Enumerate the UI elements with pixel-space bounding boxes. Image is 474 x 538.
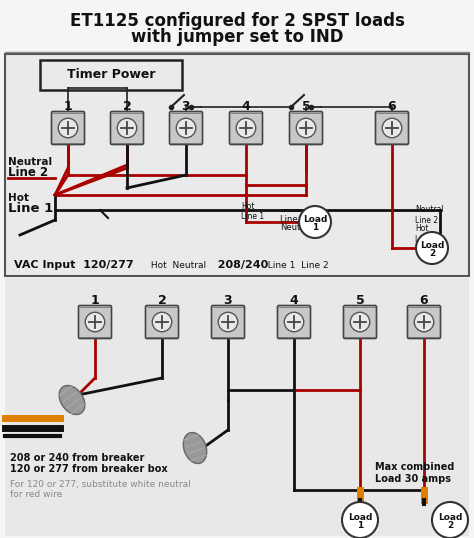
Text: Hot  Neutral: Hot Neutral (148, 260, 206, 270)
Circle shape (342, 502, 378, 538)
Text: 5: 5 (301, 100, 310, 112)
Circle shape (176, 118, 196, 138)
Text: Hot
Line 1: Hot Line 1 (415, 224, 438, 244)
Circle shape (416, 232, 448, 264)
FancyBboxPatch shape (146, 306, 179, 338)
Text: Line 2: Line 2 (8, 166, 48, 179)
FancyBboxPatch shape (229, 111, 263, 145)
Text: 5: 5 (356, 294, 365, 307)
Circle shape (218, 312, 238, 332)
Text: Load: Load (438, 513, 462, 521)
Text: for red wire: for red wire (10, 490, 62, 499)
FancyBboxPatch shape (110, 111, 144, 145)
Circle shape (58, 118, 78, 138)
Circle shape (414, 312, 434, 332)
Text: 2: 2 (429, 250, 435, 258)
Text: 4: 4 (242, 100, 250, 112)
Text: Timer Power: Timer Power (67, 68, 155, 81)
Text: 6: 6 (388, 100, 396, 112)
Text: Line 1: Line 1 (8, 202, 53, 216)
FancyBboxPatch shape (277, 306, 310, 338)
Circle shape (296, 118, 316, 138)
Ellipse shape (59, 385, 85, 415)
Bar (5, 54, 469, 276)
Text: Neutral: Neutral (280, 223, 311, 232)
FancyBboxPatch shape (170, 111, 202, 145)
Text: 4: 4 (290, 294, 298, 307)
Text: 3: 3 (182, 100, 191, 112)
Circle shape (432, 502, 468, 538)
Circle shape (382, 118, 402, 138)
Text: Line 1  Line 2: Line 1 Line 2 (262, 260, 328, 270)
FancyBboxPatch shape (79, 306, 111, 338)
Text: 2: 2 (158, 294, 166, 307)
Text: 2: 2 (123, 100, 131, 112)
FancyBboxPatch shape (408, 306, 440, 338)
Text: Hot: Hot (8, 193, 29, 203)
Text: ET1125 configured for 2 SPST loads: ET1125 configured for 2 SPST loads (70, 12, 404, 30)
Text: Hot
Line 1: Hot Line 1 (241, 202, 264, 222)
Circle shape (236, 118, 256, 138)
Text: 208/240: 208/240 (210, 260, 268, 270)
FancyBboxPatch shape (344, 306, 376, 338)
Text: 1: 1 (64, 100, 73, 112)
FancyBboxPatch shape (375, 111, 409, 145)
Text: Max combined
Load 30 amps: Max combined Load 30 amps (375, 462, 455, 484)
Text: Load: Load (348, 513, 372, 521)
Circle shape (299, 206, 331, 238)
Text: with jumper set to IND: with jumper set to IND (131, 28, 343, 46)
FancyBboxPatch shape (290, 111, 322, 145)
Circle shape (350, 312, 370, 332)
Text: 1: 1 (312, 223, 318, 232)
Text: VAC Input  120/277: VAC Input 120/277 (14, 260, 134, 270)
Text: 208 or 240 from breaker: 208 or 240 from breaker (10, 453, 145, 463)
Circle shape (152, 312, 172, 332)
Circle shape (284, 312, 304, 332)
Text: Load: Load (420, 240, 444, 250)
Circle shape (117, 118, 137, 138)
FancyBboxPatch shape (52, 111, 84, 145)
Text: 6: 6 (419, 294, 428, 307)
Bar (5, 278, 469, 536)
Text: 2: 2 (447, 521, 453, 530)
Circle shape (85, 312, 105, 332)
FancyBboxPatch shape (40, 60, 182, 90)
FancyBboxPatch shape (211, 306, 245, 338)
Ellipse shape (183, 433, 207, 464)
Text: 1: 1 (357, 521, 363, 530)
Text: 1: 1 (91, 294, 100, 307)
Text: Line 2: Line 2 (280, 216, 306, 224)
Text: Load: Load (303, 215, 327, 223)
Text: Neutral
Line 2: Neutral Line 2 (415, 206, 444, 225)
Text: For 120 or 277, substitute white neutral: For 120 or 277, substitute white neutral (10, 480, 191, 489)
Text: Neutral: Neutral (8, 157, 52, 167)
Text: 120 or 277 from breaker box: 120 or 277 from breaker box (10, 464, 168, 474)
Text: 3: 3 (224, 294, 232, 307)
